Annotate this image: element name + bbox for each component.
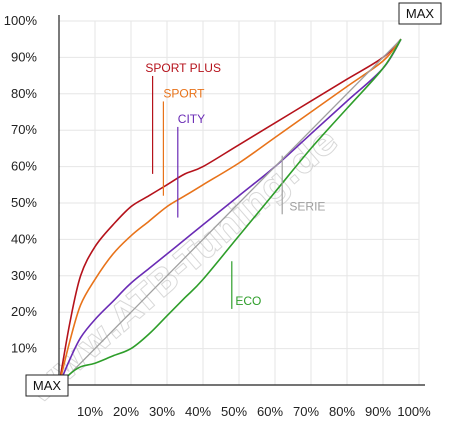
x-tick-label: 10%	[77, 404, 103, 419]
y-tick-label: 90%	[11, 49, 37, 64]
x-tick-label: 80%	[329, 404, 355, 419]
series-line-city	[58, 38, 402, 386]
x-tick-label: 30%	[149, 404, 175, 419]
y-tick-label: 20%	[11, 304, 37, 319]
end-max-frame	[398, 2, 442, 25]
end-max-box: MAX	[398, 2, 442, 25]
y-tick-label: 100%	[4, 13, 38, 28]
x-tick-label: 40%	[185, 404, 211, 419]
x-tick-label: 100%	[397, 404, 431, 419]
origin-max-frame	[25, 374, 69, 397]
axes	[58, 15, 425, 386]
series-label-city: CITY	[178, 112, 205, 126]
series-line-serie	[58, 38, 402, 386]
series-label-sport: SPORT	[163, 86, 205, 100]
y-tick-label: 70%	[11, 122, 37, 137]
origin-max-box: MAX	[25, 374, 69, 397]
origin-max-label: MAX	[33, 378, 62, 393]
x-tick-label: 60%	[257, 404, 283, 419]
y-tick-label: 50%	[11, 195, 37, 210]
y-tick-label: 10%	[11, 341, 37, 356]
y-tick-label: 80%	[11, 86, 37, 101]
series-line-sport-plus	[58, 38, 402, 386]
grid	[59, 20, 420, 385]
series-line-sport	[58, 38, 402, 386]
x-tick-label: 50%	[221, 404, 247, 419]
x-tick-label: 20%	[113, 404, 139, 419]
end-max-label: MAX	[406, 6, 435, 21]
y-tick-label: 40%	[11, 231, 37, 246]
x-tick-label: 70%	[293, 404, 319, 419]
series-label-sport-plus: SPORT PLUS	[145, 61, 221, 75]
x-tick-label: 90%	[365, 404, 391, 419]
tick-labels: 10% 20% 30% 40% 50% 60% 70% 80% 90% 100% 10% 20% 30%…	[4, 13, 431, 419]
y-tick-label: 30%	[11, 268, 37, 283]
y-tick-label: 60%	[11, 159, 37, 174]
series-labels: SPORT PLUS SPORT CITY SERIE ECO	[145, 61, 325, 309]
series-label-serie: SERIE	[289, 199, 325, 213]
series-label-eco: ECO	[235, 294, 261, 308]
watermark: www.ATB-Tuning.de	[19, 120, 346, 412]
series-line-eco	[58, 38, 402, 386]
series-lines	[58, 38, 402, 386]
